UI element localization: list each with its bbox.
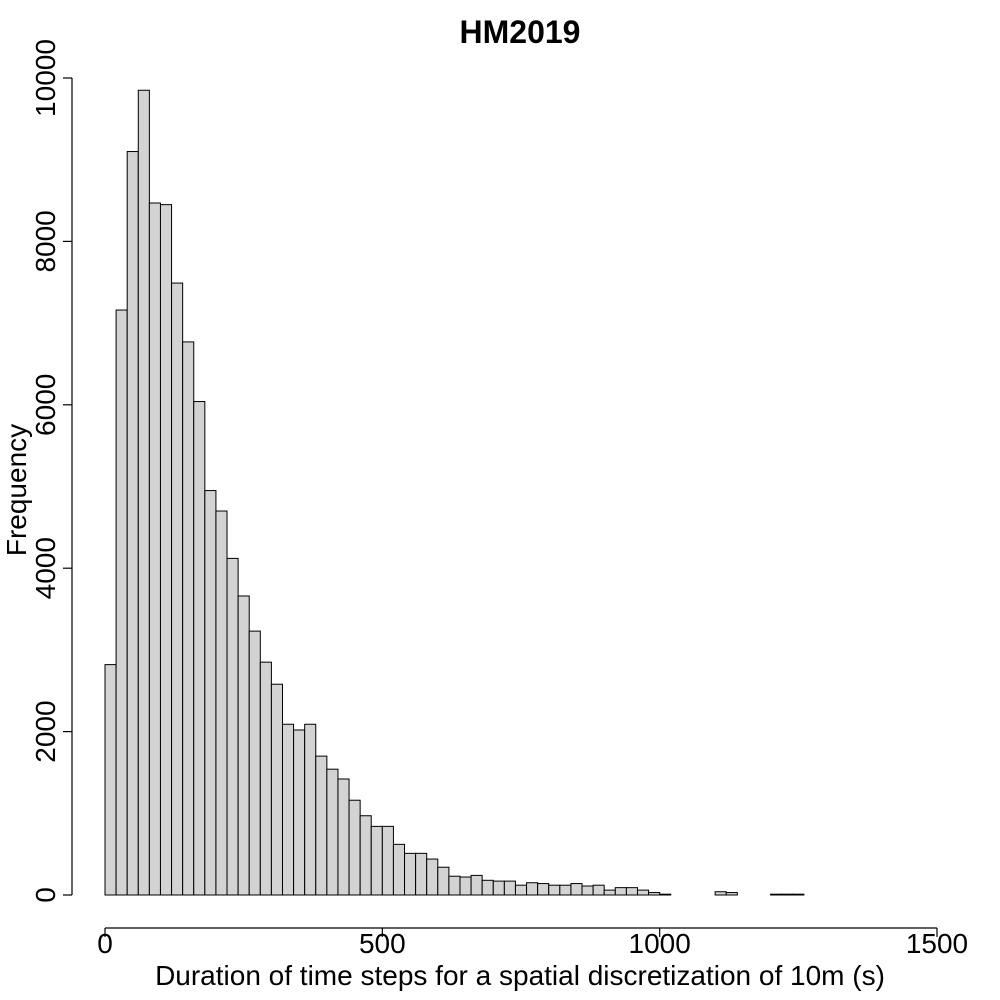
histogram-bar — [215, 510, 228, 896]
histogram-bar — [426, 858, 439, 896]
histogram-bar — [603, 889, 616, 896]
y-tick-label: 2000 — [30, 700, 61, 762]
histogram-bar — [171, 282, 184, 896]
y-tick-label: 8000 — [30, 210, 61, 272]
histogram-bar — [614, 887, 627, 896]
x-axis-label: Duration of time steps for a spatial dis… — [155, 960, 885, 991]
histogram-bar — [326, 768, 339, 896]
histogram-bar — [514, 884, 528, 896]
histogram-bar — [781, 893, 794, 896]
histogram-bar — [492, 880, 505, 896]
histogram-bar — [392, 843, 406, 896]
histogram-bar — [237, 595, 250, 896]
histogram-bar — [659, 893, 672, 896]
histogram-bar — [503, 880, 516, 896]
histogram-bar — [570, 883, 583, 896]
histogram-bar — [459, 876, 472, 896]
histogram-bar — [104, 664, 117, 896]
histogram-bar — [370, 825, 383, 896]
histogram-bar — [115, 309, 128, 896]
histogram-bar — [359, 815, 372, 896]
histogram-bar — [137, 89, 150, 896]
histogram-bar — [404, 852, 417, 896]
y-axis-label: Frequency — [1, 424, 32, 556]
x-tick-label: 0 — [97, 928, 113, 959]
histogram-bar — [592, 884, 605, 896]
histogram-bar — [636, 889, 650, 896]
x-tick-label: 1000 — [629, 928, 691, 959]
y-tick-label: 0 — [30, 887, 61, 903]
histogram-bar — [470, 874, 483, 896]
histogram-bar — [159, 204, 173, 896]
histogram-bar — [437, 866, 450, 896]
histogram-bar — [770, 893, 783, 896]
y-tick-label: 4000 — [30, 537, 61, 599]
chart-title: HM2019 — [460, 14, 581, 50]
y-tick-label: 6000 — [30, 374, 61, 436]
x-axis: 0 500 1000 1500 — [97, 927, 968, 959]
histogram-bar — [625, 887, 638, 896]
histogram-bar — [481, 879, 494, 896]
histogram-bar — [415, 852, 428, 896]
histogram-bar — [337, 778, 350, 896]
histogram-bar — [315, 755, 328, 896]
y-tick-label: 10000 — [30, 39, 61, 117]
histogram-bar — [126, 151, 139, 896]
histogram-bar — [714, 891, 727, 896]
x-tick-label: 1500 — [906, 928, 968, 959]
histogram-bar — [381, 825, 394, 896]
histogram-bar — [281, 723, 295, 896]
histogram-bar — [259, 661, 272, 896]
histogram-bar — [537, 883, 550, 896]
histogram-bar — [226, 557, 239, 896]
histogram-bar — [293, 729, 306, 896]
y-axis: 0 2000 4000 6000 8000 10000 — [30, 39, 73, 903]
histogram-bar — [581, 885, 594, 896]
histogram-bar — [526, 882, 539, 896]
histogram-bar — [548, 884, 561, 896]
histogram-bar — [248, 630, 261, 896]
histogram-bar — [148, 202, 161, 896]
x-tick-label: 500 — [359, 928, 406, 959]
histogram-bar — [725, 892, 738, 896]
histogram-bar — [559, 884, 572, 896]
bars-group — [104, 89, 805, 896]
histogram-bar — [193, 401, 206, 896]
histogram-bar — [182, 341, 195, 896]
histogram-bar — [270, 683, 283, 896]
histogram-bar — [304, 723, 317, 896]
histogram-bar — [448, 875, 461, 896]
histogram-bar — [348, 799, 361, 896]
histogram-bar — [204, 490, 217, 896]
histogram-bar — [792, 893, 805, 896]
histogram-bar — [648, 892, 661, 896]
